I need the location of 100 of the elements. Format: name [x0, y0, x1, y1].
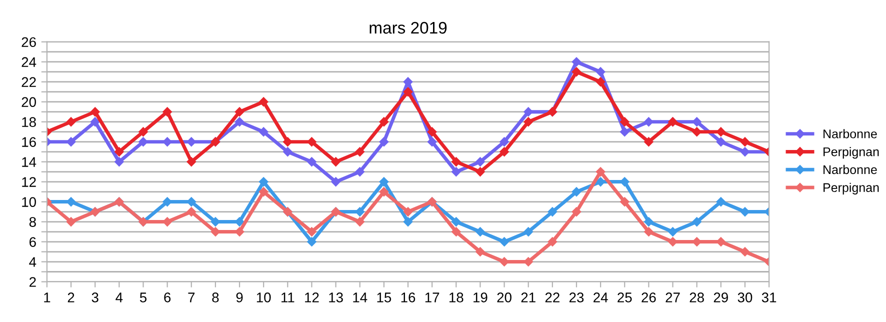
x-tick-label: 3 [92, 292, 98, 302]
y-tick-label: 18 [22, 117, 36, 127]
x-tick-label: 30 [738, 292, 752, 302]
y-tick-label: 8 [29, 217, 36, 227]
x-tick-label: 4 [116, 292, 123, 302]
y-tick-label: 6 [30, 237, 36, 247]
y-tick-label: 10 [22, 197, 36, 207]
point [186, 207, 196, 216]
y-tick-label: 2 [30, 277, 36, 287]
point [596, 177, 606, 186]
point [258, 127, 268, 136]
point [500, 137, 509, 146]
point [114, 147, 124, 156]
point [644, 217, 654, 226]
point [572, 187, 582, 196]
x-tick-label: 22 [545, 292, 560, 302]
x-tick-label: 31 [762, 292, 776, 302]
point [452, 167, 461, 176]
point [66, 117, 76, 126]
point [234, 107, 244, 116]
point [307, 137, 316, 146]
point [162, 107, 172, 116]
point [379, 177, 389, 186]
point [379, 187, 389, 196]
point [427, 127, 437, 136]
point [524, 117, 533, 126]
point [644, 227, 654, 236]
y-tick-label: 24 [22, 57, 36, 67]
x-tick-label: 9 [236, 292, 243, 302]
point [114, 157, 124, 166]
point [452, 227, 461, 236]
point [90, 117, 100, 126]
point [596, 77, 606, 86]
x-tick-label: 13 [329, 292, 343, 302]
point [355, 217, 364, 226]
point [452, 157, 461, 166]
point [66, 197, 76, 206]
point [403, 87, 413, 96]
point [716, 127, 726, 136]
point [258, 177, 268, 186]
x-tick-label: 2 [68, 292, 74, 302]
point [572, 57, 582, 66]
point [234, 117, 244, 126]
x-tick-label: 6 [164, 292, 171, 302]
point [644, 137, 654, 146]
legend-label: Narbonne [824, 164, 877, 174]
point [307, 227, 316, 236]
x-tick-label: 16 [401, 292, 416, 302]
point [620, 197, 630, 206]
point [258, 97, 268, 106]
point [403, 207, 413, 216]
point [476, 157, 485, 166]
point [331, 177, 340, 186]
point [379, 117, 389, 126]
point [524, 227, 533, 236]
point [90, 107, 100, 116]
x-tick-label: 21 [521, 292, 536, 302]
point [548, 207, 558, 216]
point [355, 147, 364, 156]
point [524, 107, 533, 116]
point [620, 127, 630, 136]
point [66, 137, 76, 146]
point [476, 167, 485, 176]
point [500, 237, 509, 246]
x-tick-label: 15 [377, 292, 392, 302]
x-tick-label: 18 [449, 292, 464, 302]
chart-title: mars 2019 [370, 22, 447, 34]
point [355, 167, 364, 176]
x-tick-label: 24 [594, 292, 608, 302]
legend-label: Narbonne [824, 129, 877, 138]
point [427, 137, 437, 146]
point [138, 127, 148, 136]
legend-label: Perpignan [824, 182, 879, 194]
point [307, 237, 316, 246]
point [258, 187, 268, 196]
point [452, 217, 461, 226]
point [644, 117, 654, 126]
x-tick-label: 8 [212, 292, 219, 302]
point [379, 137, 389, 146]
point [620, 117, 630, 126]
point [668, 227, 678, 236]
y-tick-label: 16 [22, 137, 36, 147]
y-tick-label: 14 [22, 157, 36, 167]
x-tick-label: 11 [282, 292, 294, 302]
point [548, 237, 558, 246]
x-tick-label: 5 [140, 292, 147, 302]
point [596, 67, 606, 76]
x-tick-label: 17 [425, 292, 440, 302]
point [500, 147, 509, 156]
point [716, 137, 726, 146]
x-tick-label: 12 [305, 292, 319, 302]
point [234, 217, 244, 226]
x-tick-label: 26 [642, 292, 656, 302]
point [692, 127, 702, 136]
point [716, 197, 726, 206]
point [210, 217, 220, 226]
x-tick-label: 19 [474, 292, 488, 302]
point [740, 147, 750, 156]
point [572, 207, 582, 216]
x-tick-label: 20 [497, 292, 512, 302]
